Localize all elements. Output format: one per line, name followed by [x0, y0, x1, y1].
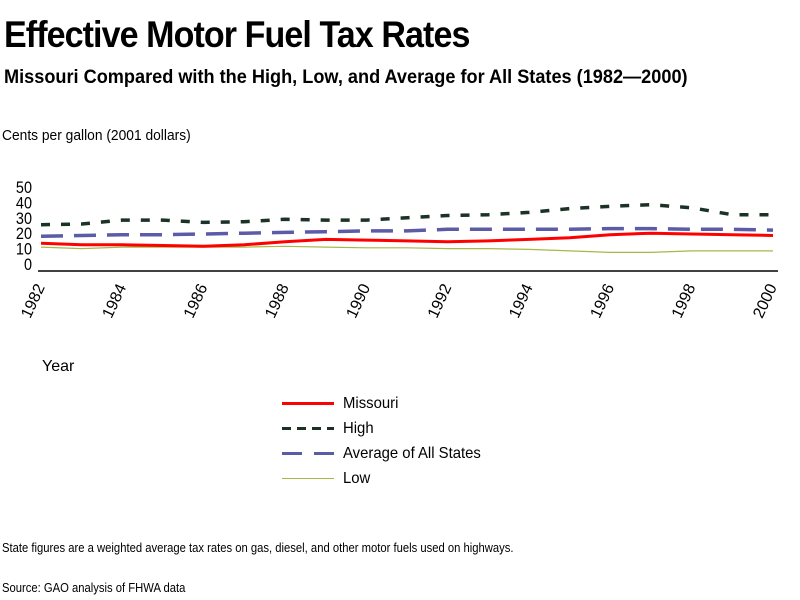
legend-label: Missouri — [343, 395, 399, 412]
x-tick-label: 1986 — [181, 281, 211, 321]
x-tick-label: 1984 — [100, 281, 130, 321]
chart-title: Effective Motor Fuel Tax Rates — [4, 14, 470, 55]
y-tick-label: 50 — [16, 179, 32, 197]
series-line-low — [40, 245, 773, 253]
x-tick-label: 2000 — [750, 281, 780, 321]
y-tick-label: 40 — [16, 194, 32, 212]
series-line-average-of-all-states — [40, 226, 774, 239]
legend-swatch-average — [282, 452, 334, 455]
y-tick-label: 30 — [16, 210, 32, 228]
x-axis-label: Year — [42, 358, 75, 375]
y-tick-label: 20 — [16, 225, 32, 243]
footnote: State figures are a weighted average tax… — [2, 541, 514, 555]
source-note: Source: GAO analysis of FHWA data — [2, 581, 186, 595]
x-tick-label: 1990 — [344, 281, 374, 321]
x-tick-label: 1982 — [18, 281, 48, 321]
x-tick-label: 1994 — [506, 281, 536, 321]
series-line-missouri — [40, 231, 774, 248]
x-tick-label: 1992 — [425, 281, 455, 321]
legend-label: Low — [343, 470, 371, 487]
legend-swatch-high — [282, 427, 334, 430]
x-tick-label: 1996 — [588, 281, 618, 321]
legend-label: High — [343, 420, 374, 437]
y-axis-units-label: Cents per gallon (2001 dollars) — [2, 127, 191, 144]
legend-label: Average of All States — [343, 445, 481, 462]
y-tick-label: 0 — [24, 256, 32, 274]
x-axis-ticks: 1982 1984 1986 1988 1990 1992 1994 1996 1998 2000 — [18, 281, 780, 321]
series-line-high — [40, 202, 773, 227]
legend-swatch-low — [282, 478, 334, 479]
legend-swatch-missouri — [282, 402, 334, 405]
x-tick-label: 1998 — [669, 281, 699, 321]
series-group — [40, 202, 774, 253]
chart-subtitle: Missouri Compared with the High, Low, an… — [4, 66, 688, 88]
y-tick-label: 10 — [16, 241, 32, 259]
x-tick-label: 1988 — [262, 281, 292, 321]
